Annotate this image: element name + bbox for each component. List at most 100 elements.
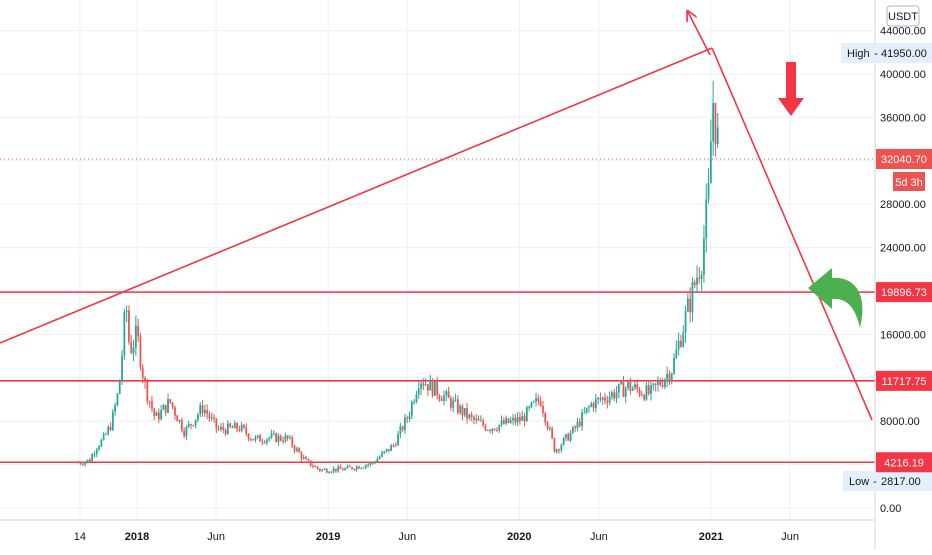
candle-body	[82, 463, 84, 465]
x-tick-label: Jun	[781, 531, 799, 543]
candle-body	[705, 199, 708, 239]
candle-body	[443, 395, 445, 401]
candle-body	[164, 404, 167, 413]
low-badge: Low - 2817.00	[843, 471, 932, 491]
candle-body	[482, 420, 485, 426]
candle-body	[459, 406, 462, 413]
candle-body	[707, 183, 710, 200]
candle-body	[309, 460, 312, 466]
candle-body	[477, 418, 480, 421]
trendline-rising	[0, 47, 713, 344]
high-value: 41950.00	[881, 48, 927, 60]
candle-body	[404, 417, 406, 431]
candle-body	[105, 434, 107, 436]
candle-body	[689, 298, 692, 313]
candle-body	[153, 408, 156, 416]
candle-body	[657, 381, 659, 385]
candle-body	[130, 342, 133, 354]
candle-body	[279, 435, 282, 441]
candle-body	[346, 466, 349, 469]
candle-body	[668, 373, 671, 381]
candle-body	[295, 448, 298, 451]
candle-body	[291, 437, 294, 447]
candle-body	[519, 417, 521, 421]
candle-body	[300, 452, 303, 459]
candle-body	[594, 398, 597, 409]
green-curved-arrow-icon	[808, 268, 863, 328]
candle-body	[192, 425, 195, 427]
candle-body	[178, 419, 181, 422]
candle-body	[114, 405, 117, 412]
candle-body	[597, 397, 600, 399]
candle-body	[266, 439, 268, 443]
candle-body	[666, 373, 669, 380]
candles	[77, 80, 719, 474]
x-tick-label: 14	[74, 531, 86, 543]
candle-body	[397, 434, 399, 446]
candle-body	[673, 358, 675, 374]
candle-body	[146, 381, 149, 401]
candle-body	[399, 426, 402, 435]
candle-body	[394, 445, 397, 447]
candle-body	[431, 379, 434, 396]
candle-body	[332, 468, 335, 472]
candle-body	[420, 383, 422, 389]
candle-body	[376, 458, 379, 463]
candle-body	[233, 423, 236, 429]
candle-body	[302, 457, 305, 459]
candle-body	[567, 434, 570, 441]
candle-body	[452, 400, 455, 408]
candle-body	[289, 437, 291, 439]
candle-body	[528, 407, 531, 409]
candle-body	[128, 310, 130, 343]
candle-body	[111, 411, 114, 430]
candle-body	[470, 414, 473, 417]
candle-body	[245, 427, 248, 434]
candle-body	[558, 449, 560, 451]
candle-body	[206, 409, 209, 415]
candle-body	[468, 414, 471, 419]
candle-body	[123, 312, 126, 356]
candle-body	[321, 469, 324, 471]
candle-body	[576, 421, 579, 429]
candle-body	[466, 408, 468, 419]
candle-body	[323, 468, 326, 470]
candle-body	[491, 428, 494, 432]
candle-body	[450, 397, 452, 408]
candle-body	[479, 420, 482, 422]
candle-body	[447, 391, 450, 398]
candle-body	[91, 454, 94, 462]
candle-body	[298, 448, 301, 453]
candle-body	[392, 445, 395, 447]
candle-body	[680, 340, 682, 347]
candle-body	[574, 426, 577, 429]
candle-body	[344, 468, 347, 471]
candle-body	[355, 466, 358, 470]
candle-body	[608, 396, 611, 403]
candle-body	[489, 430, 491, 432]
candle-body	[220, 426, 222, 430]
candle-body	[583, 412, 586, 414]
candle-body	[171, 402, 174, 408]
candle-body	[578, 421, 581, 427]
candle-body	[93, 454, 96, 456]
candle-body	[486, 430, 489, 432]
candle-body	[620, 381, 623, 384]
candle-body	[256, 435, 259, 438]
candle-body	[417, 388, 420, 395]
high-badge: High - 41950.00	[841, 43, 932, 63]
candle-body	[185, 426, 188, 437]
candle-body	[118, 379, 121, 394]
candle-body	[325, 468, 328, 473]
candle-body	[410, 402, 413, 416]
candle-body	[157, 412, 160, 420]
candle-body	[555, 449, 558, 452]
candle-body	[507, 418, 510, 423]
currency-badge[interactable]: USDT	[886, 5, 920, 27]
candle-body	[229, 423, 232, 427]
candle-body	[590, 403, 593, 407]
candle-body	[190, 424, 192, 426]
candle-body	[684, 311, 687, 333]
